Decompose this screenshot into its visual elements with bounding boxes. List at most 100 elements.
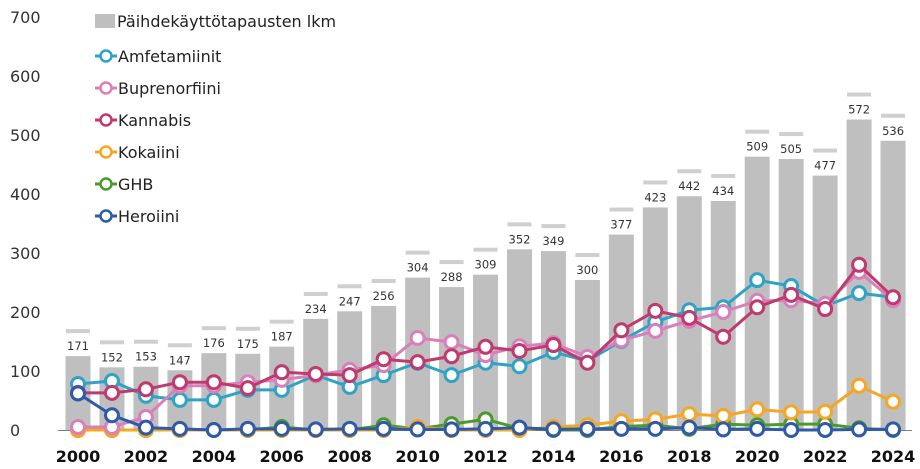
bar-cap (371, 278, 396, 283)
legend-label: GHB (118, 175, 153, 194)
y-tick-label: 100 (10, 362, 41, 381)
data-point (171, 420, 188, 437)
data-point (443, 367, 460, 384)
bar-cap (745, 129, 770, 134)
x-axis: 2000 2002 2004 2006 2008 2010 2012 2014 2016 2018… (56, 447, 916, 466)
data-point (783, 422, 800, 438)
data-point (137, 419, 154, 436)
data-point (885, 421, 902, 438)
legend-label: Kokaiini (118, 143, 180, 162)
bar-cap (643, 180, 668, 185)
data-point (341, 367, 358, 384)
bar-cap (439, 260, 464, 265)
bar-data-label: 176 (203, 336, 225, 350)
bar-data-label: 349 (542, 234, 564, 248)
bar-data-label: 509 (746, 140, 768, 154)
data-point (647, 420, 664, 437)
bars: 171 152 153 147 176 175 187 234 247 256 304 288 309 3… (65, 92, 906, 431)
legend-label: Amfetamiinit (118, 47, 221, 66)
data-point (749, 401, 766, 418)
data-point (205, 391, 222, 408)
bar-data-label: 288 (441, 270, 463, 284)
data-point (409, 354, 426, 371)
data-point (681, 419, 698, 436)
data-point (749, 420, 766, 437)
bar-cap (847, 92, 872, 97)
bar-cap (66, 329, 90, 334)
legend-label: Kannabis (118, 111, 191, 130)
data-point (205, 422, 222, 438)
legend-item: Kokaiini (95, 143, 180, 162)
bar-cap (711, 173, 736, 178)
bar (405, 277, 431, 430)
bar-cap (677, 169, 702, 174)
bar-cap (133, 339, 158, 344)
bar-data-label: 352 (509, 232, 531, 246)
x-tick-label: 2008 (327, 447, 372, 466)
series-kannabis (70, 256, 902, 401)
x-tick-label: 2024 (871, 447, 916, 466)
data-point (273, 420, 290, 437)
bar-cap (405, 250, 430, 255)
legend-marker (99, 113, 113, 127)
y-tick-label: 500 (10, 126, 41, 145)
bar-data-label: 536 (882, 124, 904, 138)
bar-data-label: 304 (407, 261, 429, 275)
x-tick-label: 2004 (192, 447, 237, 466)
data-point (443, 421, 460, 438)
data-point (783, 286, 800, 303)
data-point (715, 328, 732, 345)
bar-data-label: 152 (101, 350, 123, 364)
legend-label: Päihdekäyttötapausten lkm (117, 12, 336, 31)
y-tick-label: 400 (10, 185, 41, 204)
bar-data-label: 300 (576, 263, 598, 277)
bar-data-label: 147 (169, 353, 191, 367)
data-point (239, 380, 256, 397)
x-tick-label: 2002 (124, 447, 169, 466)
x-tick-label: 2010 (395, 447, 440, 466)
data-point (783, 404, 800, 421)
y-tick-label: 700 (10, 8, 41, 27)
data-point (103, 384, 120, 401)
bar-data-label: 309 (475, 258, 497, 272)
x-tick-label: 2020 (735, 447, 780, 466)
bar (880, 140, 906, 430)
data-point (545, 421, 562, 438)
legend-label: Buprenorfiini (118, 79, 221, 98)
bar-data-label: 377 (610, 218, 632, 232)
data-point (817, 403, 834, 420)
bar-cap (813, 148, 838, 153)
data-point (443, 334, 460, 351)
bar-data-label: 423 (644, 190, 666, 204)
bar-cap (609, 207, 634, 212)
data-point (477, 338, 494, 355)
data-point (885, 289, 902, 306)
data-point (171, 374, 188, 391)
data-point (749, 272, 766, 289)
bar-cap (201, 326, 226, 331)
data-point (545, 337, 562, 354)
bar-cap (541, 224, 566, 229)
data-point (70, 385, 86, 402)
bar-data-label: 505 (780, 142, 802, 156)
data-point (477, 420, 494, 437)
data-point (443, 348, 460, 365)
legend-marker (99, 209, 113, 223)
data-point (851, 256, 868, 273)
bar-cap (473, 247, 498, 252)
data-point (375, 420, 392, 437)
bar-cap (303, 291, 328, 296)
data-point (205, 374, 222, 391)
bar-cap (881, 113, 906, 118)
data-point (613, 322, 630, 339)
y-tick-label: 200 (10, 303, 41, 322)
data-point (715, 421, 732, 438)
data-point (851, 285, 868, 302)
data-point (273, 364, 290, 381)
y-tick-label: 300 (10, 244, 41, 263)
x-tick-label: 2016 (599, 447, 644, 466)
bar-data-label: 434 (712, 184, 734, 198)
data-point (817, 422, 834, 438)
data-point (409, 329, 426, 346)
y-axis: 0 100 200 300 400 500 600 700 (10, 8, 41, 440)
